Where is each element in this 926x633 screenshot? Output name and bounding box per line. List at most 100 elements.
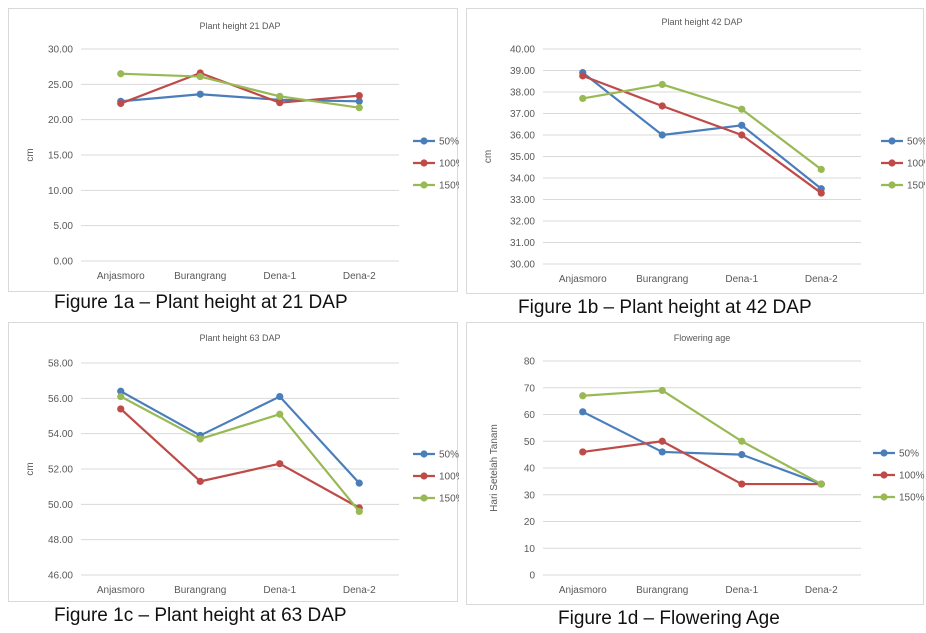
series-line	[120, 72, 360, 109]
x-tick-label: Dena-1	[725, 274, 758, 285]
y-tick-label: 20.00	[48, 115, 73, 126]
legend-marker	[420, 472, 428, 480]
series-line	[120, 390, 361, 484]
x-tick-label: Burangrang	[636, 585, 688, 596]
y-tick-label: 37.00	[510, 109, 535, 120]
y-tick-label: 30.00	[510, 260, 535, 271]
legend-marker	[888, 181, 896, 189]
data-point	[579, 392, 587, 400]
caption-1d: Figure 1d – Flowering Age	[558, 608, 780, 629]
y-tick-label: 50	[524, 437, 536, 448]
legend-label: 150%	[899, 493, 925, 504]
y-tick-label: 31.00	[510, 238, 535, 249]
data-point	[355, 507, 363, 515]
data-point	[817, 165, 825, 173]
legend-label: 100%	[439, 159, 459, 170]
y-tick-label: 40.00	[510, 45, 535, 56]
legend-marker	[420, 450, 428, 458]
caption-1a: Figure 1a – Plant height at 21 DAP	[54, 292, 348, 313]
y-tick-label: 15.00	[48, 151, 73, 162]
chart-1a-svg: Plant height 21 DAP 0.00 5.00 10.00 15.00 20.…	[25, 21, 459, 282]
x-tick-label: Anjasmoro	[559, 274, 607, 285]
x-tick-label: Burangrang	[174, 271, 226, 282]
x-tick-label: Dena-1	[263, 271, 296, 282]
y-tick-label: 25.00	[48, 80, 73, 91]
data-point	[738, 451, 746, 459]
y-tick-label: 10.00	[48, 186, 73, 197]
legend-label: 50%	[439, 450, 459, 461]
y-tick-label: 56.00	[48, 394, 73, 405]
y-tick-label: 46.00	[48, 571, 73, 582]
data-point	[196, 477, 204, 485]
data-point	[355, 479, 363, 487]
series-line	[582, 74, 822, 194]
y-tick-label: 32.00	[510, 217, 535, 228]
legend-marker	[420, 137, 428, 145]
data-point	[738, 480, 746, 488]
y-tick-label: 39.00	[510, 66, 535, 77]
data-point	[738, 131, 746, 139]
legend-label: 150%	[439, 181, 459, 192]
y-tick-label: 60	[524, 410, 536, 421]
legend-marker	[420, 159, 428, 167]
data-point	[276, 92, 284, 100]
data-point	[658, 437, 666, 445]
x-tick-label: Anjasmoro	[97, 585, 145, 596]
data-point	[355, 97, 363, 105]
y-tick-label: 30.00	[48, 45, 73, 56]
legend-marker	[888, 159, 896, 167]
legend-label: 50%	[907, 137, 925, 148]
legend-label: 50%	[439, 137, 459, 148]
data-point	[738, 437, 746, 445]
y-tick-label: 54.00	[48, 429, 73, 440]
legend-label: 100%	[907, 159, 925, 170]
y-tick-label: 70	[524, 383, 536, 394]
data-point	[196, 72, 204, 81]
data-point	[738, 121, 746, 129]
chart-title: Flowering age	[674, 333, 731, 343]
data-point	[658, 131, 666, 139]
data-point	[196, 90, 204, 98]
data-point	[579, 94, 587, 103]
x-tick-label: Burangrang	[174, 585, 226, 596]
y-tick-label: 0.00	[54, 257, 74, 268]
chart-1a: Plant height 21 DAP 0.00 5.00 10.00 15.00 20.…	[8, 8, 459, 292]
series-line	[582, 83, 822, 171]
chart-1b: Plant height 42 DAP 30.00 31.00 32.00 33.00 3…	[466, 8, 925, 294]
data-point	[276, 410, 284, 418]
data-point	[738, 105, 746, 113]
data-point	[658, 448, 666, 456]
x-tick-label: Burangrang	[636, 274, 688, 285]
x-tick-label: Anjasmoro	[97, 271, 145, 282]
data-point	[579, 72, 587, 80]
data-point	[658, 386, 666, 395]
y-tick-label: 10	[524, 544, 536, 555]
data-point	[579, 448, 587, 456]
chart-1d-svg: Flowering age 0 10 20 30 40 50 60 70 80 Anjasmoro B…	[489, 333, 925, 596]
legend-label: 100%	[439, 472, 459, 483]
legend-label: 100%	[899, 471, 925, 482]
chart-1c-svg: Plant height 63 DAP 46.00 48.00 50.00 52.00 5…	[25, 333, 459, 596]
y-tick-label: 35.00	[510, 152, 535, 163]
legend-marker	[880, 449, 888, 457]
data-point	[658, 102, 666, 110]
data-point	[117, 70, 125, 78]
x-tick-label: Dena-2	[343, 585, 376, 596]
data-point	[355, 104, 363, 112]
y-tick-label: 48.00	[48, 535, 73, 546]
chart-1b-svg: Plant height 42 DAP 30.00 31.00 32.00 33.00 3…	[483, 17, 925, 285]
data-point	[117, 99, 125, 108]
data-point	[817, 189, 825, 197]
data-point	[117, 392, 125, 401]
y-tick-label: 30	[524, 490, 536, 501]
y-tick-label: 80	[524, 357, 536, 368]
series-line	[120, 93, 360, 103]
y-tick-label: 58.00	[48, 359, 73, 370]
data-point	[276, 460, 284, 468]
y-tick-label: 38.00	[510, 88, 535, 99]
x-tick-label: Dena-1	[725, 585, 758, 596]
chart-title: Plant height 63 DAP	[199, 333, 280, 343]
data-point	[658, 80, 666, 89]
y-axis-label: Hari Setelah Tanam	[489, 424, 500, 512]
legend-marker	[880, 493, 888, 501]
